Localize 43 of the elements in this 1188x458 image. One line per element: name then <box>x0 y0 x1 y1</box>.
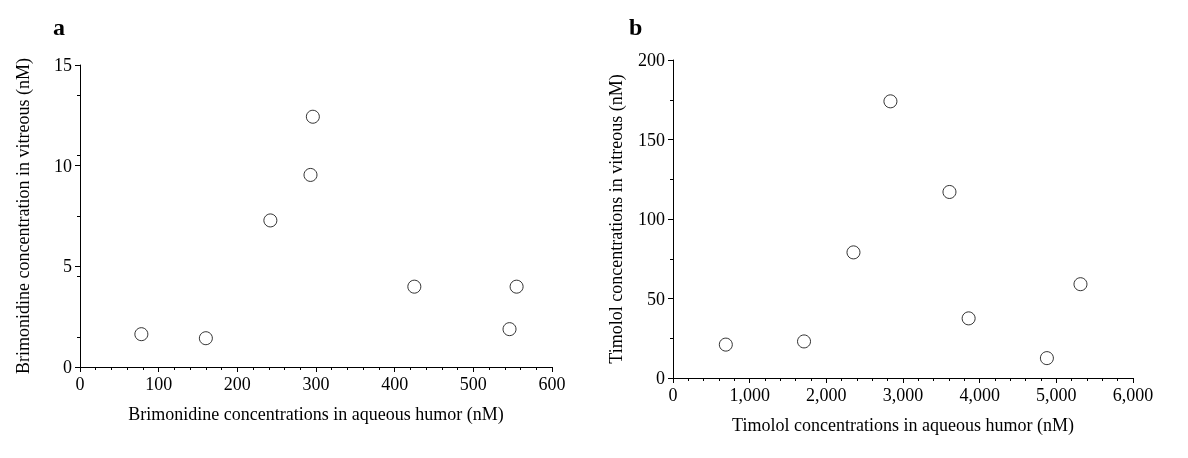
y-tick-label: 5 <box>63 256 72 277</box>
point <box>134 327 149 342</box>
point <box>198 331 213 346</box>
x-tick-label: 6,000 <box>1112 385 1154 405</box>
point <box>942 184 957 199</box>
point <box>1039 351 1054 366</box>
x-tick-label: 3,000 <box>882 385 924 405</box>
x-tick-label: 300 <box>302 374 330 394</box>
y-tick-label: 0 <box>63 357 72 377</box>
y-tick-label: 100 <box>638 209 665 229</box>
point <box>961 311 976 326</box>
x-tick-label: 400 <box>381 374 409 394</box>
chart-title: b <box>629 14 643 40</box>
x-tick-label: 0 <box>668 385 678 405</box>
point <box>509 279 524 294</box>
x-tick-label: 100 <box>145 374 173 394</box>
point <box>718 337 733 352</box>
chart-title: a <box>53 14 65 40</box>
y-axis-title: Timolol concentrations in vitreous (nM) <box>606 74 627 364</box>
y-tick-label: 50 <box>647 288 665 309</box>
x-tick-label: 600 <box>538 374 566 394</box>
x-tick-label: 5,000 <box>1036 385 1077 405</box>
point <box>797 334 812 349</box>
point <box>502 322 517 337</box>
point <box>305 109 320 124</box>
point <box>407 279 422 294</box>
y-tick-label: 200 <box>638 50 665 70</box>
x-tick-label: 2,000 <box>806 385 847 405</box>
x-axis-title: Timolol concentrations in aqueous humor (nM) <box>732 415 1074 436</box>
point <box>263 213 278 228</box>
y-axis-title: Brimonidine concentration in vitreous (nM) <box>13 58 34 374</box>
x-tick-label: 200 <box>223 374 251 394</box>
point <box>883 94 898 109</box>
point <box>1073 277 1088 292</box>
point <box>846 245 861 260</box>
point <box>303 167 318 182</box>
x-axis-title: Brimonidine concentrations in aqueous humor (nM) <box>128 404 504 425</box>
x-tick-label: 4,000 <box>959 385 1000 405</box>
y-tick-label: 10 <box>54 155 72 176</box>
y-tick-label: 15 <box>54 55 72 75</box>
x-tick-label: 500 <box>459 374 487 394</box>
x-tick-label: 1,000 <box>729 385 770 405</box>
y-tick-label: 150 <box>638 129 665 150</box>
